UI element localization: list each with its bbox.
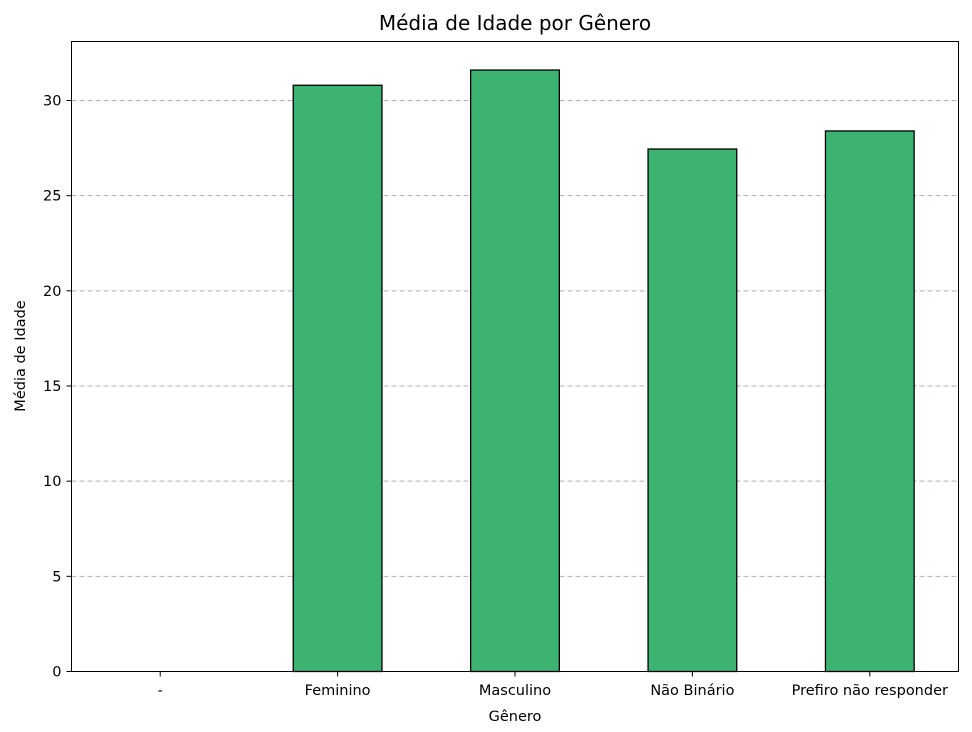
y-tick-label: 15 <box>43 379 61 395</box>
x-tick-label: Não Binário <box>650 683 734 699</box>
bar <box>647 148 738 673</box>
y-tick-label: 0 <box>52 665 61 681</box>
y-axis: 0 5 10 15 20 25 30 <box>43 94 72 681</box>
bar <box>824 130 915 673</box>
y-tick-label: 25 <box>43 189 61 205</box>
x-tick-label: Feminino <box>305 683 371 699</box>
x-tick-label: Prefiro não responder <box>792 683 948 699</box>
x-axis-label: Gênero <box>489 709 542 725</box>
x-tick-label: - <box>158 683 163 699</box>
y-tick-label: 10 <box>43 474 61 490</box>
y-tick-label: 20 <box>43 284 61 300</box>
y-tick-label: 5 <box>52 569 61 585</box>
bars-layer <box>292 69 915 673</box>
bar <box>292 84 383 673</box>
chart-title: Média de Idade por Gênero <box>379 11 651 35</box>
x-tick-label: Masculino <box>479 683 551 699</box>
x-axis: - Feminino Masculino Não Binário Prefiro não… <box>158 671 948 699</box>
y-tick-label: 30 <box>43 94 61 110</box>
bar <box>469 69 560 673</box>
y-axis-label: Média de Idade <box>13 300 29 411</box>
